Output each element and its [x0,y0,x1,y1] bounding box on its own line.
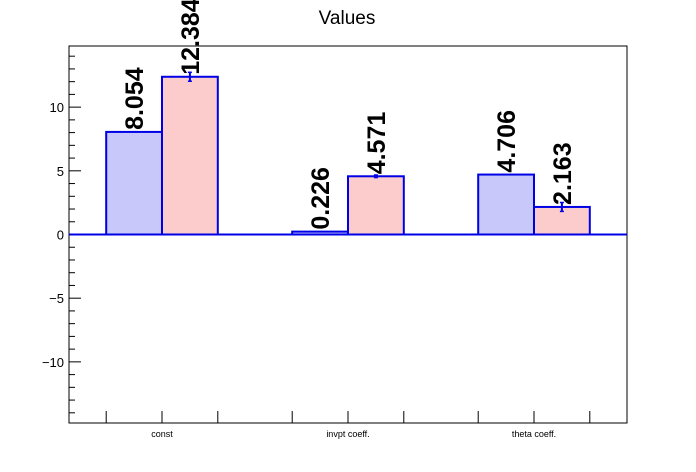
data-label: 2.163 [549,142,577,205]
data-label: 8.054 [121,67,149,130]
x-axis-ticks [105,411,591,423]
data-label: 4.571 [363,112,391,175]
x-category-label: const [151,429,173,439]
y-tick-label: 10 [50,100,64,115]
y-axis-ticks [69,55,81,414]
data-label: 0.226 [307,167,335,230]
y-axis-labels: −10 −5 0 5 10 [42,100,64,370]
bar [477,173,536,236]
y-tick-label: −5 [49,291,64,306]
data-label: 12.384 [177,0,205,75]
x-category-labels: const invpt coeff. theta coeff. [151,429,556,439]
y-tick-label: −10 [42,355,64,370]
chart-title: Values [319,8,376,29]
x-category-label: theta coeff. [512,429,556,439]
data-labels-group: 8.054 0.226 4.706 12.384 4.571 2.163 [121,0,577,230]
error-bars-group [187,71,564,213]
bar [161,75,219,236]
bar [347,175,405,236]
bar [105,130,163,236]
y-tick-label: 5 [57,164,64,179]
x-category-label: invpt coeff. [326,429,369,439]
y-tick-label: 0 [57,228,64,243]
data-label: 4.706 [493,110,521,173]
bars-group [105,75,591,236]
